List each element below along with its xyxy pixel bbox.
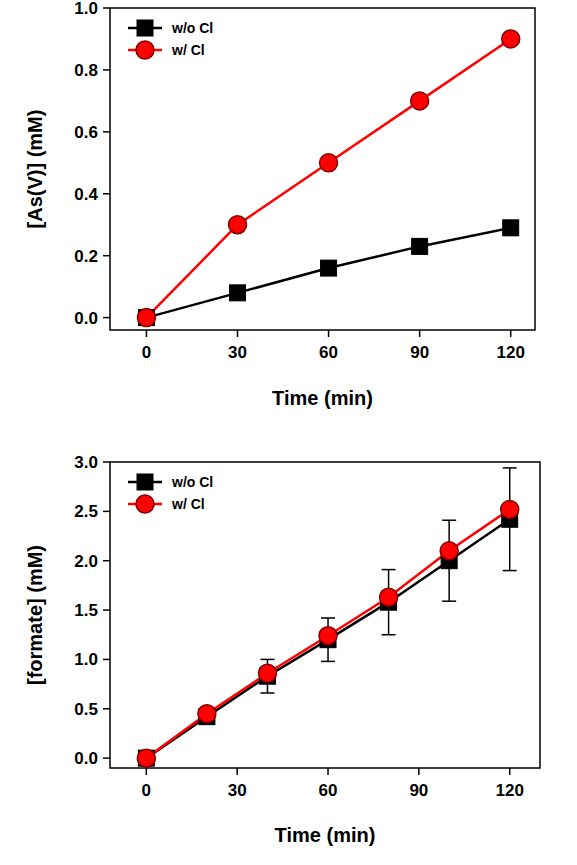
legend-marker — [136, 41, 154, 59]
error-cap — [442, 519, 456, 521]
x-tick — [328, 330, 330, 337]
plot-area — [137, 30, 519, 327]
y-tick-label: 0.8 — [74, 61, 98, 80]
error-cap — [382, 634, 396, 636]
series-line — [146, 228, 510, 318]
x-tick-label: 30 — [228, 781, 247, 800]
error-cap — [442, 600, 456, 602]
x-tick — [237, 330, 239, 337]
data-point — [320, 154, 338, 172]
error-cap — [503, 570, 517, 572]
plot-area — [137, 468, 518, 767]
y-tick-label: 1.5 — [74, 601, 98, 620]
x-tick — [146, 330, 148, 337]
x-tick — [419, 330, 421, 337]
error-cap — [260, 659, 274, 661]
x-tick-label: 120 — [497, 343, 525, 362]
data-point — [138, 310, 154, 326]
y-tick-label: 0.4 — [74, 185, 98, 204]
y-tick-label: 1.0 — [74, 0, 98, 18]
error-cap — [321, 617, 335, 619]
data-point — [229, 216, 247, 234]
legend-label: w/o Cl — [171, 20, 213, 36]
error-cap — [260, 692, 274, 694]
data-point — [198, 705, 216, 723]
y-tick-label: 3.0 — [74, 453, 98, 472]
data-point — [230, 285, 246, 301]
x-tick — [509, 768, 511, 775]
y-tick — [103, 131, 110, 133]
y-axis-label: [formate] (mM) — [24, 545, 46, 685]
data-point — [501, 500, 519, 518]
x-tick-label: 60 — [319, 343, 338, 362]
plot-frame — [110, 462, 540, 768]
x-tick-label: 90 — [409, 781, 428, 800]
data-point — [138, 750, 154, 766]
x-tick — [236, 768, 238, 775]
y-tick — [103, 757, 110, 759]
y-tick — [103, 659, 110, 661]
x-tick-label: 30 — [228, 343, 247, 362]
x-axis-label: Time (min) — [275, 824, 376, 846]
y-tick — [103, 317, 110, 319]
data-point — [440, 542, 458, 560]
x-tick — [146, 768, 148, 775]
y-tick-label: 0.6 — [74, 123, 98, 142]
series-line — [146, 509, 509, 758]
data-point — [137, 749, 155, 767]
data-point — [321, 260, 337, 276]
data-point — [319, 627, 337, 645]
x-tick — [418, 768, 420, 775]
legend-label: w/o Cl — [171, 474, 213, 490]
data-point — [258, 664, 276, 682]
y-tick — [103, 7, 110, 9]
y-tick-label: 1.0 — [74, 650, 98, 669]
y-tick — [103, 511, 110, 513]
figure: 0 30 60 90 120 0.0 0.2 0.4 0.6 0.8 1.0 Time (min) [A… — [0, 0, 577, 865]
error-bar — [442, 520, 456, 601]
x-tick-label: 0 — [142, 781, 151, 800]
error-cap — [321, 661, 335, 663]
y-tick — [103, 560, 110, 562]
y-tick — [103, 69, 110, 71]
legend-label: w/ Cl — [171, 496, 205, 512]
y-tick-label: 0.0 — [74, 309, 98, 328]
data-point — [380, 588, 398, 606]
y-tick — [103, 461, 110, 463]
y-tick — [103, 193, 110, 195]
legend-marker — [137, 474, 153, 490]
data-point — [412, 238, 428, 254]
y-tick-label: 0.0 — [74, 749, 98, 768]
y-axis-label: [As(V)] (mM) — [24, 110, 46, 229]
y-tick — [103, 708, 110, 710]
data-point — [411, 92, 429, 110]
legend-marker — [137, 20, 153, 36]
legend-label: w/ Cl — [171, 42, 205, 58]
y-tick-label: 0.2 — [74, 247, 98, 266]
plot-frame — [110, 8, 535, 330]
y-tick-label: 2.0 — [74, 552, 98, 571]
x-tick-label: 120 — [496, 781, 524, 800]
data-point — [503, 220, 519, 236]
series-line — [146, 39, 510, 318]
x-axis-label: Time (min) — [272, 387, 373, 409]
error-cap — [382, 569, 396, 571]
x-tick-label: 60 — [319, 781, 338, 800]
x-tick-label: 0 — [142, 343, 151, 362]
y-tick-label: 0.5 — [74, 700, 98, 719]
legend: w/o Cl w/ Cl — [128, 474, 213, 513]
legend-marker — [136, 495, 154, 513]
data-point — [502, 30, 520, 48]
y-tick — [103, 609, 110, 611]
legend: w/o Cl w/ Cl — [128, 20, 213, 59]
error-bar — [503, 468, 517, 571]
x-tick-label: 90 — [410, 343, 429, 362]
y-tick — [103, 255, 110, 257]
data-point — [137, 309, 155, 327]
x-tick — [510, 330, 512, 337]
x-tick — [327, 768, 329, 775]
error-cap — [503, 467, 517, 469]
y-tick-label: 2.5 — [74, 502, 98, 521]
series-line — [146, 519, 509, 758]
